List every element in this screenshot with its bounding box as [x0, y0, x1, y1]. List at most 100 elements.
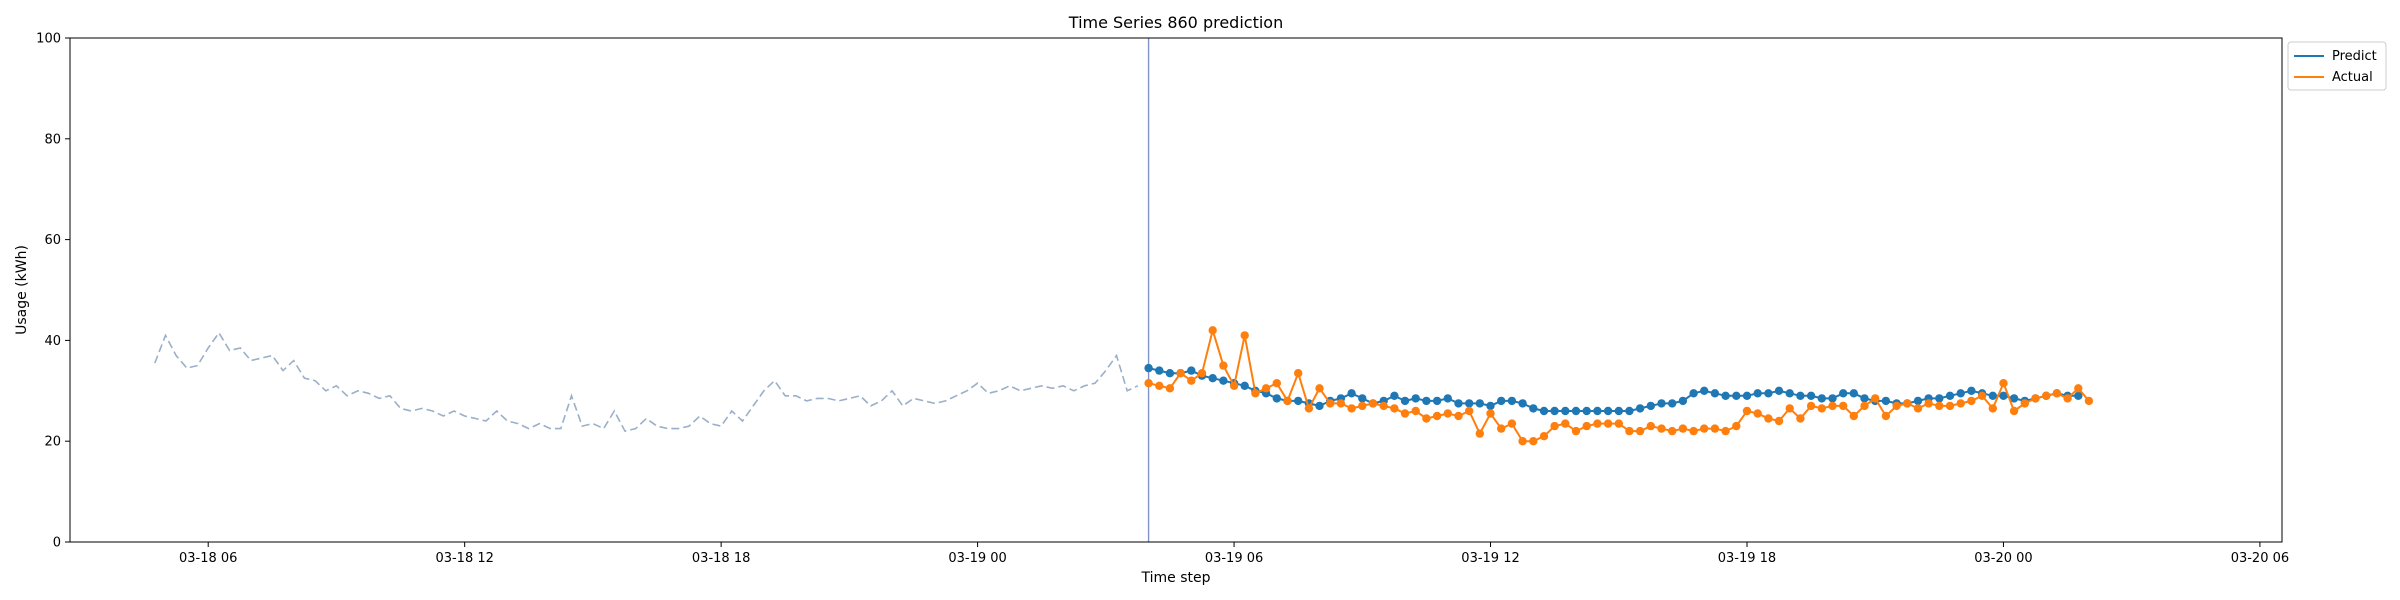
data-point-actual	[1903, 399, 1912, 408]
data-point-actual	[1774, 416, 1784, 426]
data-point-predict	[1593, 406, 1602, 416]
y-tick-label: 60	[44, 233, 61, 248]
data-point-actual	[1400, 409, 1410, 418]
data-point-actual	[1871, 394, 1880, 403]
data-point-predict	[1764, 389, 1773, 398]
data-point-predict	[1497, 396, 1506, 406]
data-point-actual	[1443, 409, 1453, 418]
data-point-actual	[1935, 401, 1944, 411]
data-point-actual	[1999, 379, 2008, 388]
data-point-actual	[2020, 399, 2030, 408]
data-point-predict	[1486, 401, 1495, 411]
y-axis: 0 20 40 60 80 100	[36, 32, 70, 551]
data-point-actual	[2009, 406, 2019, 416]
x-axis-label: Time step	[1141, 570, 1211, 586]
data-point-actual	[2063, 394, 2072, 403]
data-point-actual	[1785, 404, 1794, 413]
data-point-actual	[1219, 361, 1228, 370]
chart-title: Time Series 860 prediction	[1068, 13, 1283, 32]
data-point-predict	[1796, 391, 1805, 400]
data-point-predict	[1294, 396, 1303, 406]
data-point-actual	[1326, 399, 1335, 408]
data-point-actual	[1881, 411, 1891, 421]
data-point-actual	[1358, 401, 1367, 411]
data-point-actual	[1422, 414, 1431, 423]
data-point-predict	[1700, 386, 1709, 395]
data-point-predict	[1507, 396, 1517, 406]
plot-frame	[69, 37, 2283, 543]
data-point-actual	[2084, 396, 2094, 406]
data-point-actual	[1561, 419, 1570, 428]
data-point-predict	[1422, 396, 1431, 406]
data-point-actual	[1315, 384, 1324, 393]
data-point-actual	[1614, 419, 1624, 428]
data-point-predict	[1550, 406, 1559, 416]
data-point-actual	[1710, 424, 1720, 433]
data-point-actual	[2074, 384, 2083, 393]
data-point-actual	[1582, 421, 1591, 431]
data-point-predict	[1625, 406, 1634, 416]
data-point-predict	[1635, 404, 1645, 413]
data-point-actual	[1304, 404, 1314, 413]
data-point-predict	[1732, 391, 1741, 400]
data-point-predict	[1272, 394, 1282, 403]
data-point-predict	[1603, 406, 1613, 416]
data-point-actual	[1700, 424, 1709, 433]
data-point-actual	[1518, 437, 1527, 446]
data-point-actual	[1347, 404, 1356, 413]
x-tick-label: 03-18 12	[435, 551, 493, 566]
x-tick-label: 03-18 18	[692, 551, 750, 566]
data-point-predict	[1806, 391, 1816, 400]
legend-label-actual: Actual	[2332, 70, 2373, 85]
data-point-actual	[1486, 409, 1495, 418]
history-line	[154, 331, 1139, 433]
data-point-actual	[1828, 401, 1837, 411]
data-point-actual	[1529, 437, 1538, 446]
data-point-predict	[1913, 396, 1923, 406]
y-tick-label: 40	[44, 334, 61, 349]
data-point-predict	[1988, 391, 1998, 400]
series-line-predict	[1148, 367, 2079, 412]
data-point-predict	[1817, 394, 1827, 403]
data-point-predict	[1529, 404, 1538, 413]
data-point-actual	[1924, 399, 1933, 408]
data-point-actual	[2031, 394, 2040, 403]
data-point-actual	[1967, 396, 1976, 406]
data-point-predict	[1945, 391, 1955, 400]
data-point-actual	[1294, 369, 1303, 378]
series-actual	[1144, 326, 2094, 446]
data-point-actual	[1764, 414, 1773, 423]
data-point-actual	[1208, 326, 1217, 335]
data-point-actual	[1668, 426, 1677, 436]
data-point-predict	[1678, 396, 1688, 406]
x-tick-label: 03-18 06	[179, 551, 237, 566]
data-point-predict	[1956, 389, 1965, 398]
data-point-actual	[1390, 404, 1399, 413]
data-point-predict	[1881, 396, 1891, 406]
data-point-predict	[1753, 389, 1762, 398]
data-point-predict	[1465, 399, 1474, 408]
data-point-predict	[2074, 391, 2083, 400]
y-tick-label: 80	[44, 132, 61, 147]
data-point-predict	[1860, 394, 1869, 403]
x-tick-label: 03-19 06	[1205, 551, 1263, 566]
data-point-predict	[1432, 396, 1442, 406]
data-point-actual	[1646, 421, 1656, 431]
data-point-actual	[1465, 406, 1474, 416]
data-point-actual	[1336, 399, 1346, 408]
data-point-predict	[1144, 363, 1153, 373]
data-point-actual	[1635, 426, 1645, 436]
data-point-actual	[1603, 419, 1613, 428]
x-tick-label: 03-20 06	[2231, 551, 2289, 566]
y-tick-label: 100	[36, 32, 61, 47]
data-point-actual	[1860, 401, 1869, 411]
x-tick-label: 03-19 12	[1461, 551, 1519, 566]
data-point-actual	[1593, 419, 1602, 428]
data-point-predict	[1721, 391, 1730, 400]
data-point-actual	[1806, 401, 1816, 411]
data-point-predict	[1443, 394, 1453, 403]
x-tick-label: 03-20 00	[1974, 551, 2032, 566]
data-point-predict	[1774, 386, 1784, 395]
legend: Predict Actual	[2287, 41, 2387, 91]
